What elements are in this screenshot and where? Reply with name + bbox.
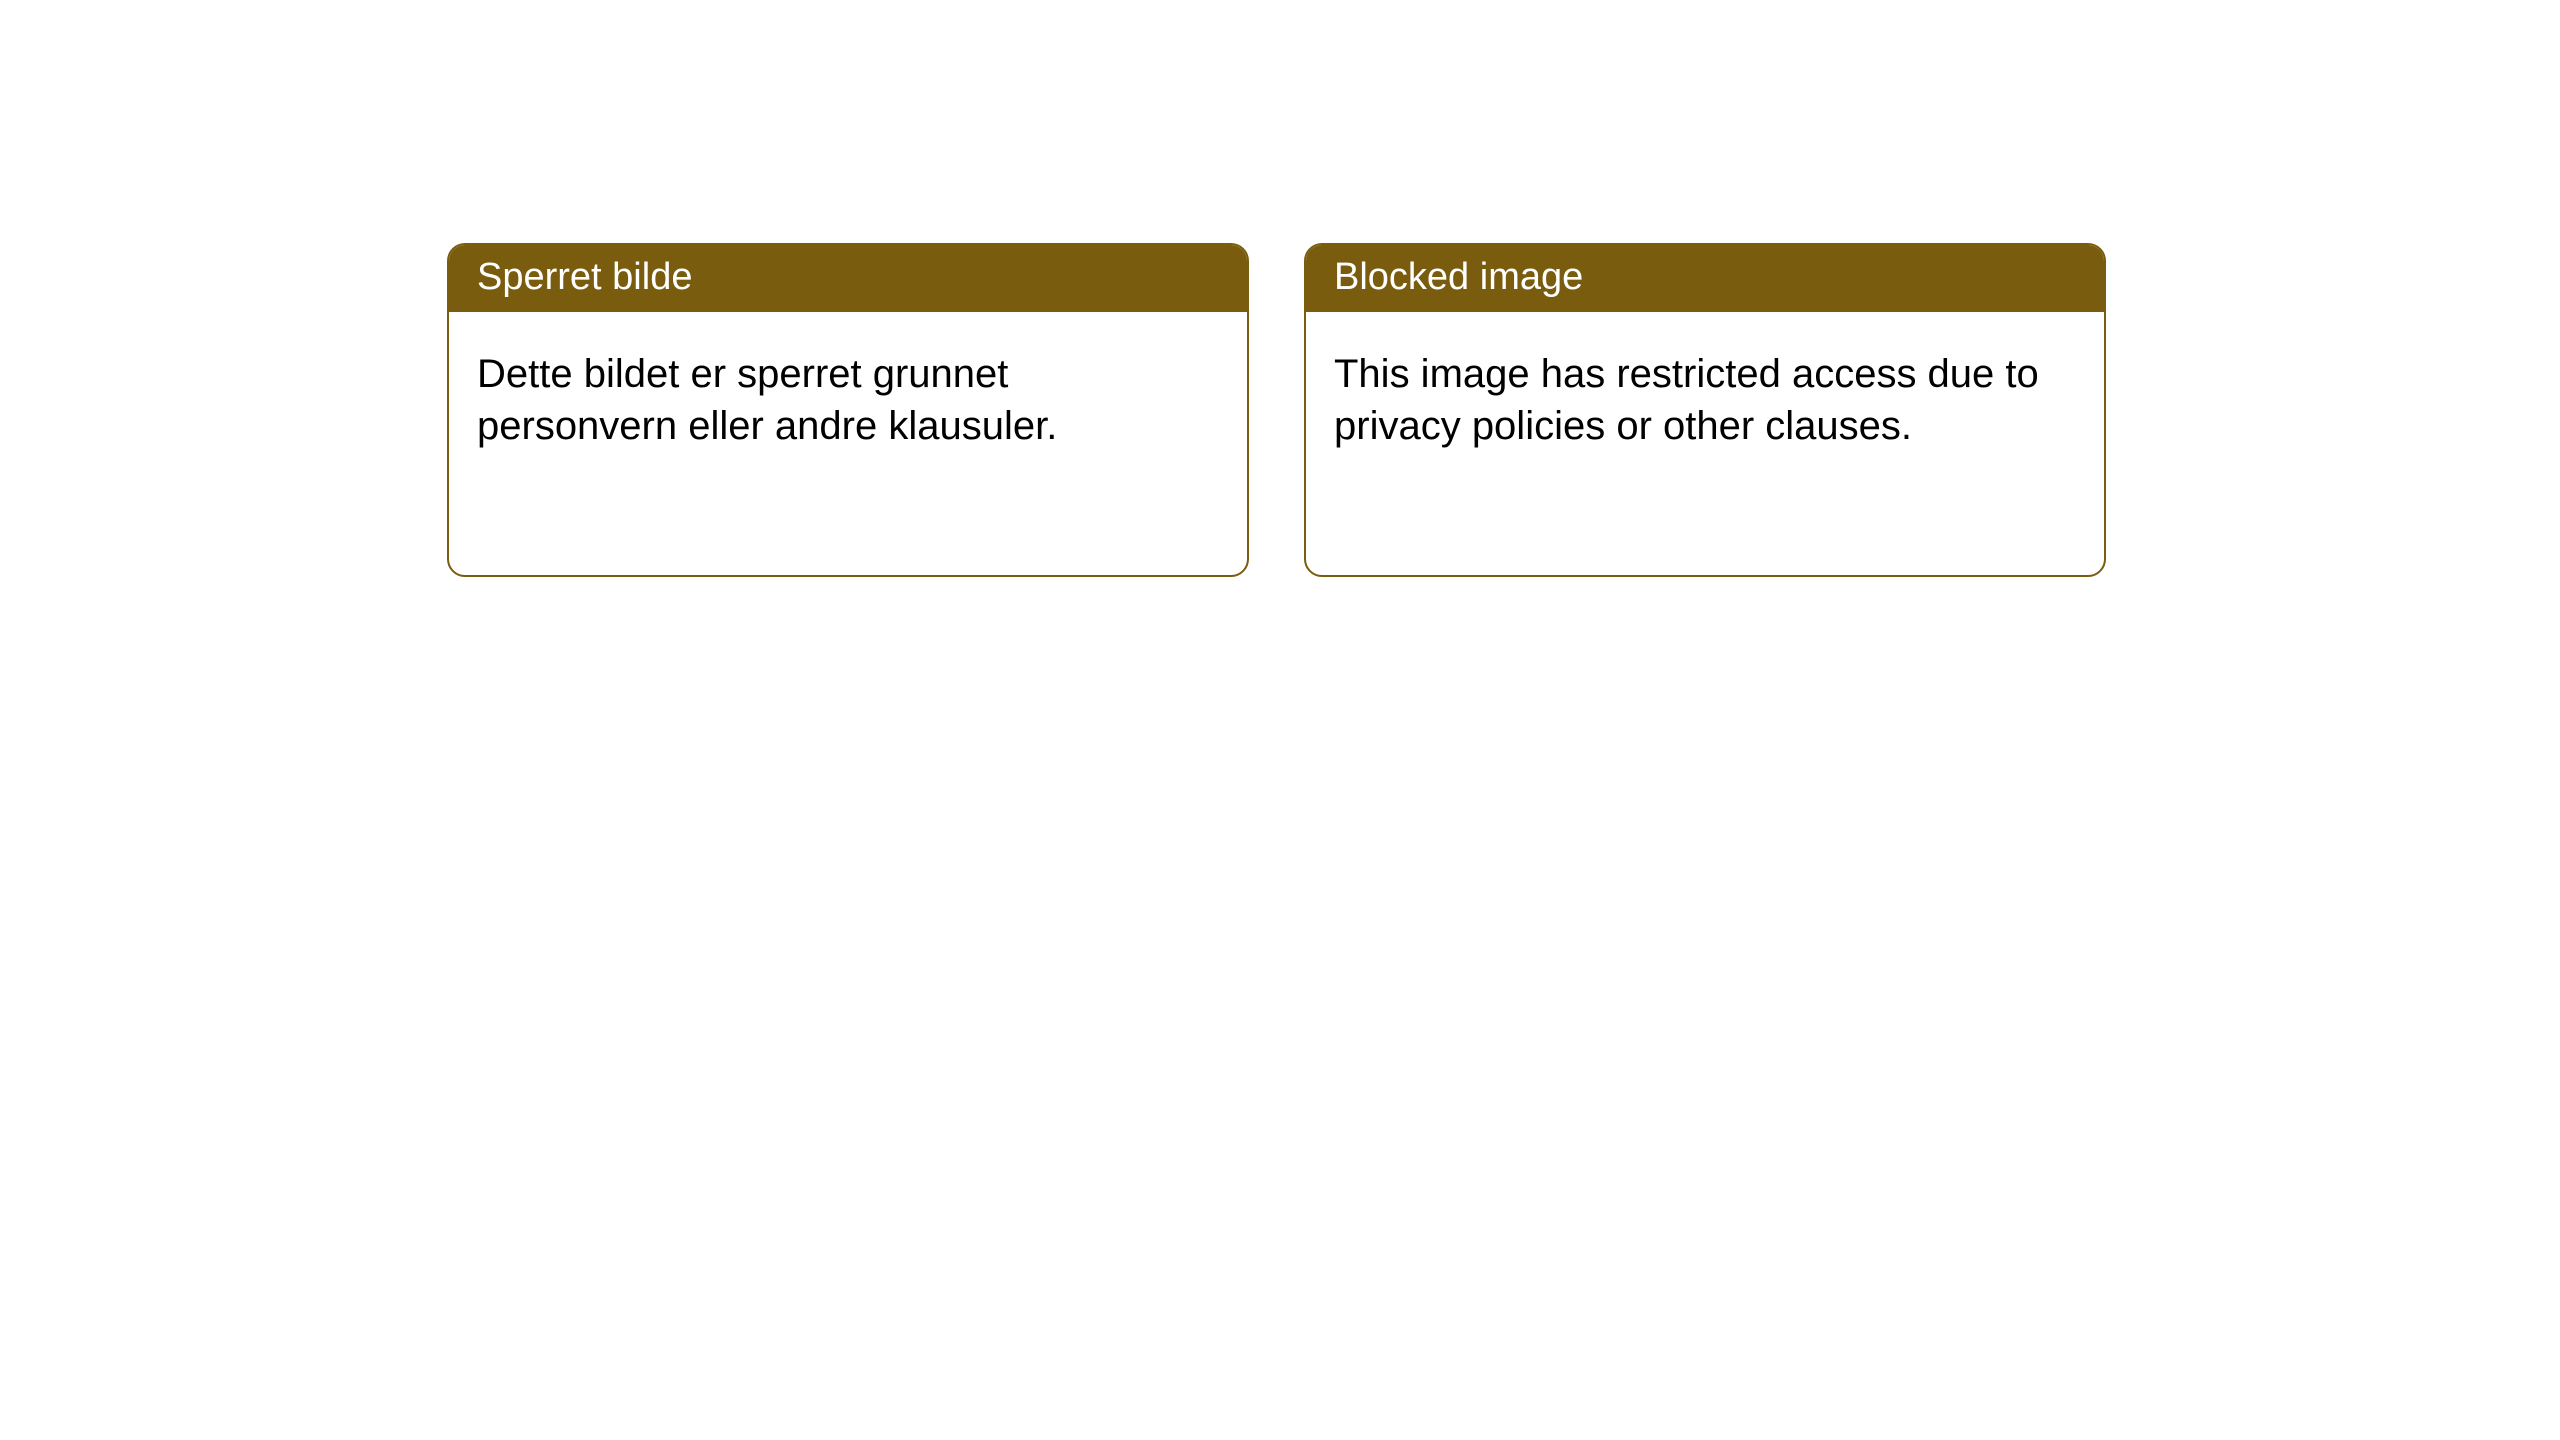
- card-title-en: Blocked image: [1306, 245, 2104, 312]
- card-title-no: Sperret bilde: [449, 245, 1247, 312]
- blocked-image-card-no: Sperret bilde Dette bildet er sperret gr…: [447, 243, 1249, 577]
- card-body-en: This image has restricted access due to …: [1306, 312, 2104, 472]
- card-body-no: Dette bildet er sperret grunnet personve…: [449, 312, 1247, 472]
- blocked-image-card-en: Blocked image This image has restricted …: [1304, 243, 2106, 577]
- notice-container: Sperret bilde Dette bildet er sperret gr…: [0, 0, 2560, 577]
